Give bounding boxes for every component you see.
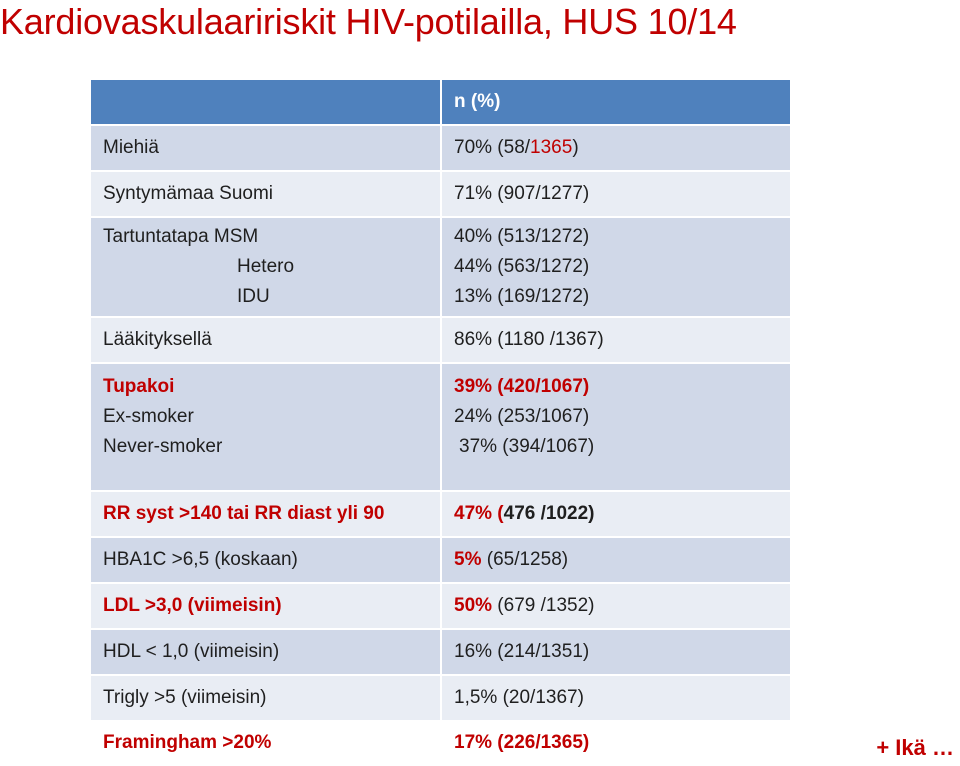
label-tupakoi-smoker: Tupakoi xyxy=(103,376,175,397)
table-row-laakityksella: Lääkityksellä 86% (1180 /1367) xyxy=(91,317,792,364)
table-row-tartuntatapa: Tartuntatapa MSM Hetero IDU 40% (513/127… xyxy=(91,217,792,318)
value-laakityksella: 86% (1180 /1367) xyxy=(441,317,792,364)
value-tupakoi-smoker: 39% (420/1067) xyxy=(454,376,590,397)
value-tupakoi-never: 37% (394/1067) xyxy=(459,436,595,457)
value-miehia-post: ) xyxy=(572,137,579,158)
header-col2: n (%) xyxy=(441,80,792,126)
value-framingham: 17% (226/1365) xyxy=(441,721,792,766)
table-row-framingham: Framingham >20% 17% (226/1365) xyxy=(91,721,792,766)
label-tartuntatapa-idu: IDU xyxy=(237,286,270,307)
value-miehia-red: 1365 xyxy=(530,137,573,158)
label-hdl: HDL < 1,0 (viimeisin) xyxy=(91,629,442,676)
label-miehia: Miehiä xyxy=(91,125,442,172)
table-row-hba1c: HBA1C >6,5 (koskaan) 5% (65/1258) xyxy=(91,537,792,584)
footer-note: + Ikä … xyxy=(876,735,954,760)
header-col1 xyxy=(91,80,442,126)
value-syntymamaa: 71% (907/1277) xyxy=(441,171,792,218)
value-rr-red: 47% ( xyxy=(454,503,504,524)
value-tartuntatapa: 40% (513/1272) 44% (563/1272) 13% (169/1… xyxy=(441,217,792,318)
label-tupakoi-never: Never-smoker xyxy=(103,436,223,457)
value-miehia-pre: 70% (58/ xyxy=(454,137,531,158)
page-title: Kardiovaskulaaririskit HIV-potilailla, H… xyxy=(0,1,737,42)
value-hba1c: 5% (65/1258) xyxy=(441,537,792,584)
value-tartuntatapa-msm: 40% (513/1272) xyxy=(454,226,590,247)
label-trigly: Trigly >5 (viimeisin) xyxy=(91,675,442,722)
label-laakityksella: Lääkityksellä xyxy=(91,317,442,364)
table-row-rr: RR syst >140 tai RR diast yli 90 47% (47… xyxy=(91,491,792,538)
value-hba1c-red: 5% xyxy=(454,549,482,570)
value-hba1c-rest: (65/1258) xyxy=(481,549,569,570)
label-tupakoi-ex: Ex-smoker xyxy=(103,406,194,427)
value-hdl: 16% (214/1351) xyxy=(441,629,792,676)
value-trigly: 1,5% (20/1367) xyxy=(441,675,792,722)
label-tartuntatapa: Tartuntatapa MSM Hetero IDU xyxy=(91,217,442,318)
value-rr-rest: 476 /1022) xyxy=(503,503,595,524)
label-tartuntatapa-msm: Tartuntatapa MSM xyxy=(103,226,259,247)
label-rr: RR syst >140 tai RR diast yli 90 xyxy=(91,491,442,538)
table-row-tupakoi: Tupakoi Ex-smoker Never-smoker 39% (420/… xyxy=(91,363,792,492)
table-row-miehia: Miehiä 70% (58/1365) xyxy=(91,125,792,172)
table-row-syntymamaa: Syntymämaa Suomi 71% (907/1277) xyxy=(91,171,792,218)
value-tartuntatapa-hetero: 44% (563/1272) xyxy=(454,256,590,277)
value-ldl-rest: (679 /1352) xyxy=(492,595,595,616)
value-ldl: 50% (679 /1352) xyxy=(441,583,792,630)
value-tartuntatapa-idu: 13% (169/1272) xyxy=(454,286,590,307)
value-tupakoi-ex: 24% (253/1067) xyxy=(454,406,590,427)
label-ldl: LDL >3,0 (viimeisin) xyxy=(91,583,442,630)
table-row-trigly: Trigly >5 (viimeisin) 1,5% (20/1367) xyxy=(91,675,792,722)
label-tupakoi: Tupakoi Ex-smoker Never-smoker xyxy=(91,363,442,492)
value-ldl-red: 50% xyxy=(454,595,493,616)
label-tartuntatapa-hetero: Hetero xyxy=(237,256,295,277)
label-syntymamaa: Syntymämaa Suomi xyxy=(91,171,442,218)
table-row-ldl: LDL >3,0 (viimeisin) 50% (679 /1352) xyxy=(91,583,792,630)
risk-table: n (%) Miehiä 70% (58/1365) Syntymämaa Su… xyxy=(91,80,792,766)
table-header-row: n (%) xyxy=(91,80,792,126)
value-miehia: 70% (58/1365) xyxy=(441,125,792,172)
value-rr: 47% (476 /1022) xyxy=(441,491,792,538)
label-framingham: Framingham >20% xyxy=(91,721,442,766)
label-hba1c: HBA1C >6,5 (koskaan) xyxy=(91,537,442,584)
table-row-hdl: HDL < 1,0 (viimeisin) 16% (214/1351) xyxy=(91,629,792,676)
value-tupakoi: 39% (420/1067) 24% (253/1067) 37% (394/1… xyxy=(441,363,792,492)
